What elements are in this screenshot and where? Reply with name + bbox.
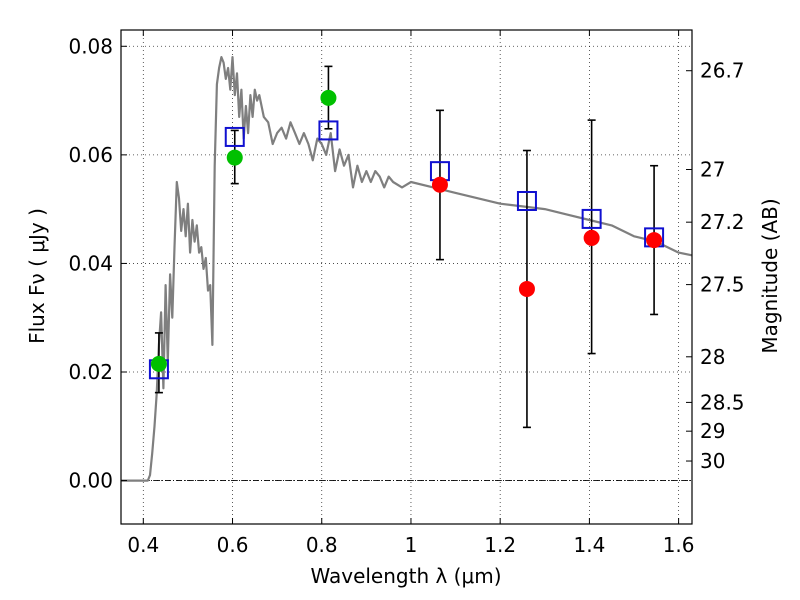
x-axis-title: Wavelength λ (μm) [310, 564, 501, 588]
observed-point [320, 89, 337, 106]
y-tick-label: 0.00 [68, 469, 113, 493]
x-axis-ticks: 0.4 0.6 0.8 1 1.2 1.4 1.6 [127, 30, 695, 557]
magnitude-tick-label: 27 [700, 158, 725, 182]
y-tick-label: 0.06 [68, 143, 113, 167]
y-axis-ticks: 0.00 0.02 0.04 0.06 0.08 [68, 34, 127, 493]
magnitude-tick-label: 27.5 [700, 273, 745, 297]
x-tick-label: 0.8 [306, 533, 338, 557]
y-tick-label: 0.02 [68, 360, 113, 384]
y-tick-label: 0.08 [68, 34, 113, 58]
observed-photometry-points [150, 89, 663, 372]
observed-point [431, 176, 448, 193]
x-tick-label: 1.6 [663, 533, 695, 557]
y-axis-title: Flux Fν ( μJy ) [25, 208, 49, 344]
magnitude-tick-label: 30 [700, 449, 725, 473]
observed-point [518, 280, 535, 297]
model-spectrum-curve [121, 55, 693, 482]
x-tick-label: 1 [405, 533, 418, 557]
x-tick-label: 1.4 [573, 533, 605, 557]
model-point [516, 191, 537, 211]
model-spectrum [121, 55, 693, 482]
plot-frame [120, 29, 693, 525]
x-tick-label: 0.6 [217, 533, 249, 557]
model-photometry-points [148, 120, 665, 380]
magnitude-tick-label: 27.2 [700, 210, 745, 234]
observed-point [226, 149, 243, 166]
observed-point [150, 355, 167, 372]
model-point [318, 120, 339, 141]
x-tick-label: 1.2 [484, 533, 516, 557]
observed-point [583, 229, 600, 246]
magnitude-tick-label: 28 [700, 345, 725, 369]
magnitude-tick-label: 29 [700, 419, 725, 443]
magnitude-axis-title: Magnitude (AB) [758, 198, 782, 353]
model-point [224, 126, 245, 147]
magnitude-axis-ticks: 26.7 27 27.2 27.5 28 28.5 29 30 [686, 59, 745, 473]
magnitude-tick-label: 28.5 [700, 390, 745, 414]
x-tick-label: 0.4 [127, 533, 159, 557]
magnitude-tick-label: 26.7 [700, 59, 745, 83]
error-bars [154, 65, 659, 429]
model-point [581, 208, 602, 229]
y-tick-label: 0.04 [68, 251, 113, 275]
observed-point [646, 232, 663, 249]
